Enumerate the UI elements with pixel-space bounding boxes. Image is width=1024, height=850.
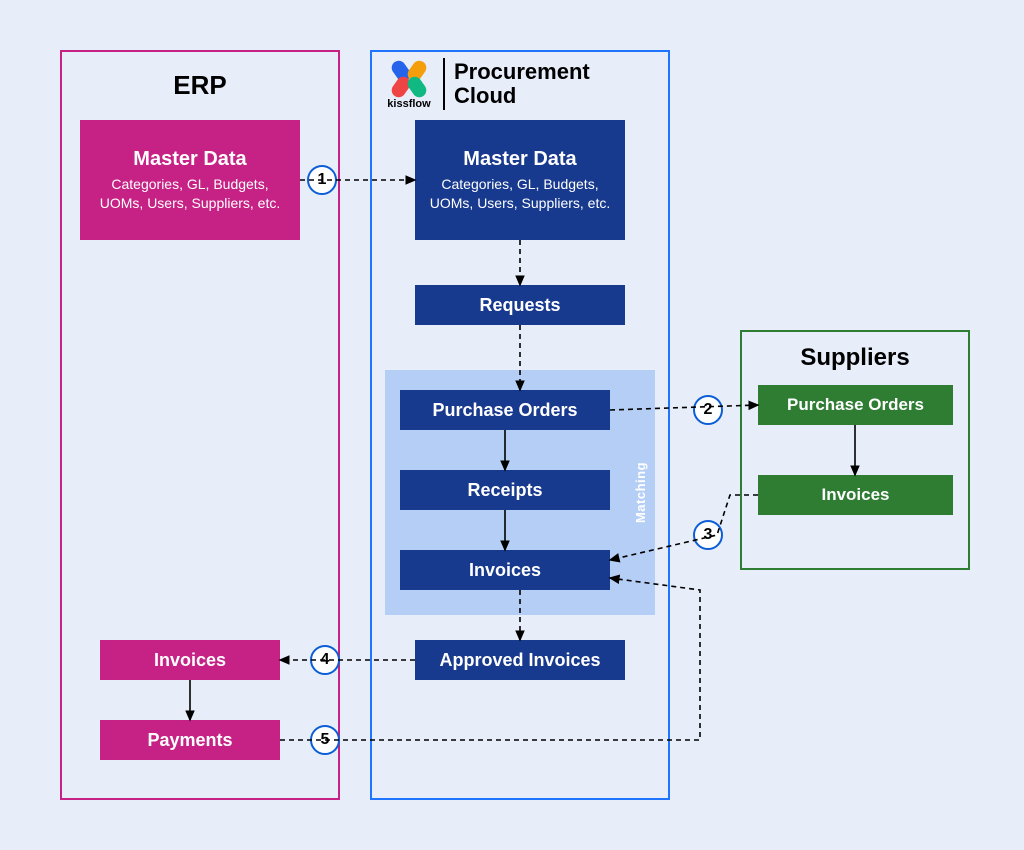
pc-requests-box: Requests [415, 285, 625, 325]
procurement-title-line2: Cloud [454, 83, 516, 108]
erp-payments-box: Payments [100, 720, 280, 760]
badge-1: 1 [307, 165, 337, 195]
erp-master-data-box: Master Data Categories, GL, Budgets, UOM… [80, 120, 300, 240]
suppliers-title: Suppliers [742, 344, 968, 372]
logo-divider [443, 58, 445, 110]
kissflow-brand-text: kissflow [384, 98, 434, 110]
suppliers-panel: Suppliers [740, 330, 970, 570]
erp-master-data-title: Master Data [133, 148, 246, 171]
pc-purchase-orders-box: Purchase Orders [400, 390, 610, 430]
badge-2: 2 [693, 395, 723, 425]
sup-invoices-box: Invoices [758, 475, 953, 515]
procurement-title: Procurement Cloud [454, 60, 590, 108]
procurement-title-line1: Procurement [454, 59, 590, 84]
pc-receipts-box: Receipts [400, 470, 610, 510]
erp-title: ERP [62, 70, 338, 101]
pc-invoices-box: Invoices [400, 550, 610, 590]
pc-master-data-box: Master Data Categories, GL, Budgets, UOM… [415, 120, 625, 240]
pc-master-data-sub: Categories, GL, Budgets, UOMs, Users, Su… [423, 175, 617, 213]
badge-3: 3 [693, 520, 723, 550]
erp-master-data-sub: Categories, GL, Budgets, UOMs, Users, Su… [88, 175, 292, 213]
sup-purchase-orders-box: Purchase Orders [758, 385, 953, 425]
badge-4: 4 [310, 645, 340, 675]
kissflow-logo [388, 60, 430, 98]
erp-invoices-box: Invoices [100, 640, 280, 680]
pc-approved-invoices-box: Approved Invoices [415, 640, 625, 680]
badge-5: 5 [310, 725, 340, 755]
kissflow-logo-icon [388, 60, 430, 98]
matching-label: Matching [633, 462, 648, 523]
pc-master-data-title: Master Data [463, 148, 576, 171]
